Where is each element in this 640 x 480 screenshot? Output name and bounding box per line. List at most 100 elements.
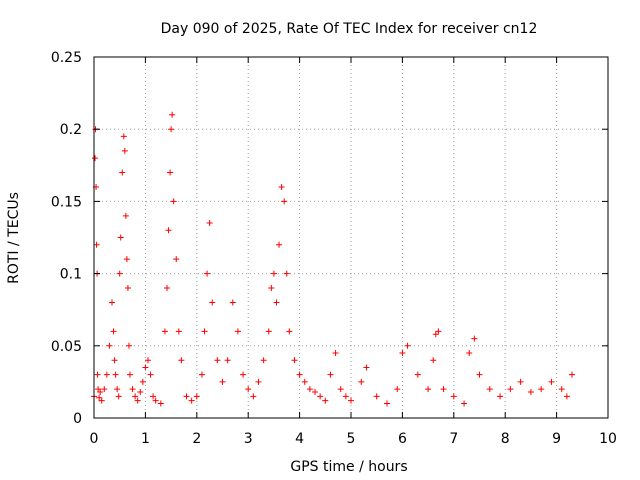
data-point: [260, 357, 267, 364]
data-point: [281, 198, 288, 205]
data-point: [147, 371, 154, 378]
data-point: [93, 241, 100, 248]
data-point: [240, 371, 247, 378]
data-point: [219, 378, 226, 385]
x-tick-label: 0: [90, 431, 99, 447]
data-point: [517, 378, 524, 385]
data-point: [229, 299, 236, 306]
chart-title: Day 090 of 2025, Rate Of TEC Index for r…: [161, 21, 538, 37]
data-point: [152, 397, 159, 404]
data-point: [117, 234, 124, 241]
data-point: [168, 126, 175, 133]
data-point: [103, 371, 110, 378]
data-point: [569, 371, 576, 378]
data-point: [101, 386, 108, 393]
data-point: [301, 378, 308, 385]
data-point: [106, 342, 113, 349]
data-point: [123, 256, 130, 263]
data-point: [98, 397, 105, 404]
data-point: [471, 335, 478, 342]
data-point: [92, 155, 99, 162]
data-point: [558, 386, 565, 393]
data-point: [157, 400, 164, 407]
data-point: [563, 393, 570, 400]
data-point: [206, 220, 213, 227]
grid: [94, 57, 608, 418]
data-point: [404, 342, 411, 349]
data-point: [183, 393, 190, 400]
data-point: [121, 147, 128, 154]
data-point: [332, 350, 339, 357]
data-point: [188, 397, 195, 404]
y-tick-label: 0: [73, 411, 82, 427]
data-point: [296, 371, 303, 378]
data-point: [209, 299, 216, 306]
data-point: [440, 386, 447, 393]
ticks: [93, 56, 609, 419]
data-points: [91, 111, 576, 407]
data-point: [383, 400, 390, 407]
data-point: [273, 299, 280, 306]
data-point: [175, 328, 182, 335]
data-point: [327, 371, 334, 378]
y-tick-label: 0.05: [51, 339, 82, 355]
data-point: [198, 371, 205, 378]
data-point: [342, 393, 349, 400]
data-point: [234, 328, 241, 335]
data-point: [245, 386, 252, 393]
data-point: [115, 393, 122, 400]
x-tick-label: 5: [347, 431, 356, 447]
data-point: [486, 386, 493, 393]
data-point: [112, 371, 119, 378]
data-point: [178, 357, 185, 364]
data-point: [165, 227, 172, 234]
x-tick-label: 4: [295, 431, 304, 447]
data-point: [373, 393, 380, 400]
data-point: [322, 397, 329, 404]
data-point: [193, 393, 200, 400]
data-point: [144, 357, 151, 364]
data-point: [507, 386, 514, 393]
data-point: [224, 357, 231, 364]
data-point: [250, 393, 257, 400]
data-point: [111, 357, 118, 364]
data-point: [538, 386, 545, 393]
x-tick-label: 3: [244, 431, 253, 447]
data-point: [270, 270, 277, 277]
x-tick-label: 9: [552, 431, 561, 447]
data-point: [167, 169, 174, 176]
data-point: [278, 183, 285, 190]
data-point: [161, 328, 168, 335]
data-point: [204, 270, 211, 277]
data-point: [317, 393, 324, 400]
data-point: [265, 328, 272, 335]
data-point: [120, 133, 127, 140]
x-axis-title: GPS time / hours: [290, 459, 407, 475]
data-point: [126, 371, 133, 378]
x-tick-label: 7: [449, 431, 458, 447]
data-point: [306, 386, 313, 393]
data-point: [363, 364, 370, 371]
data-point: [119, 169, 126, 176]
x-tick-label: 10: [599, 431, 617, 447]
data-point: [476, 371, 483, 378]
x-tick-label: 6: [398, 431, 407, 447]
data-point: [125, 342, 132, 349]
y-tick-labels: 0 0.05 0.1 0.15 0.2 0.25: [51, 50, 82, 427]
data-point: [430, 357, 437, 364]
data-point: [124, 285, 131, 292]
data-point: [139, 378, 146, 385]
data-point: [548, 378, 555, 385]
data-point: [268, 285, 275, 292]
data-point: [348, 397, 354, 404]
data-point: [163, 285, 170, 292]
data-point: [97, 389, 104, 396]
data-point: [527, 389, 534, 396]
y-tick-label: 0.1: [60, 267, 82, 283]
data-point: [170, 198, 177, 205]
y-tick-label: 0.15: [51, 194, 82, 210]
data-point: [276, 241, 283, 248]
data-point: [94, 371, 101, 378]
x-tick-label: 8: [501, 431, 510, 447]
